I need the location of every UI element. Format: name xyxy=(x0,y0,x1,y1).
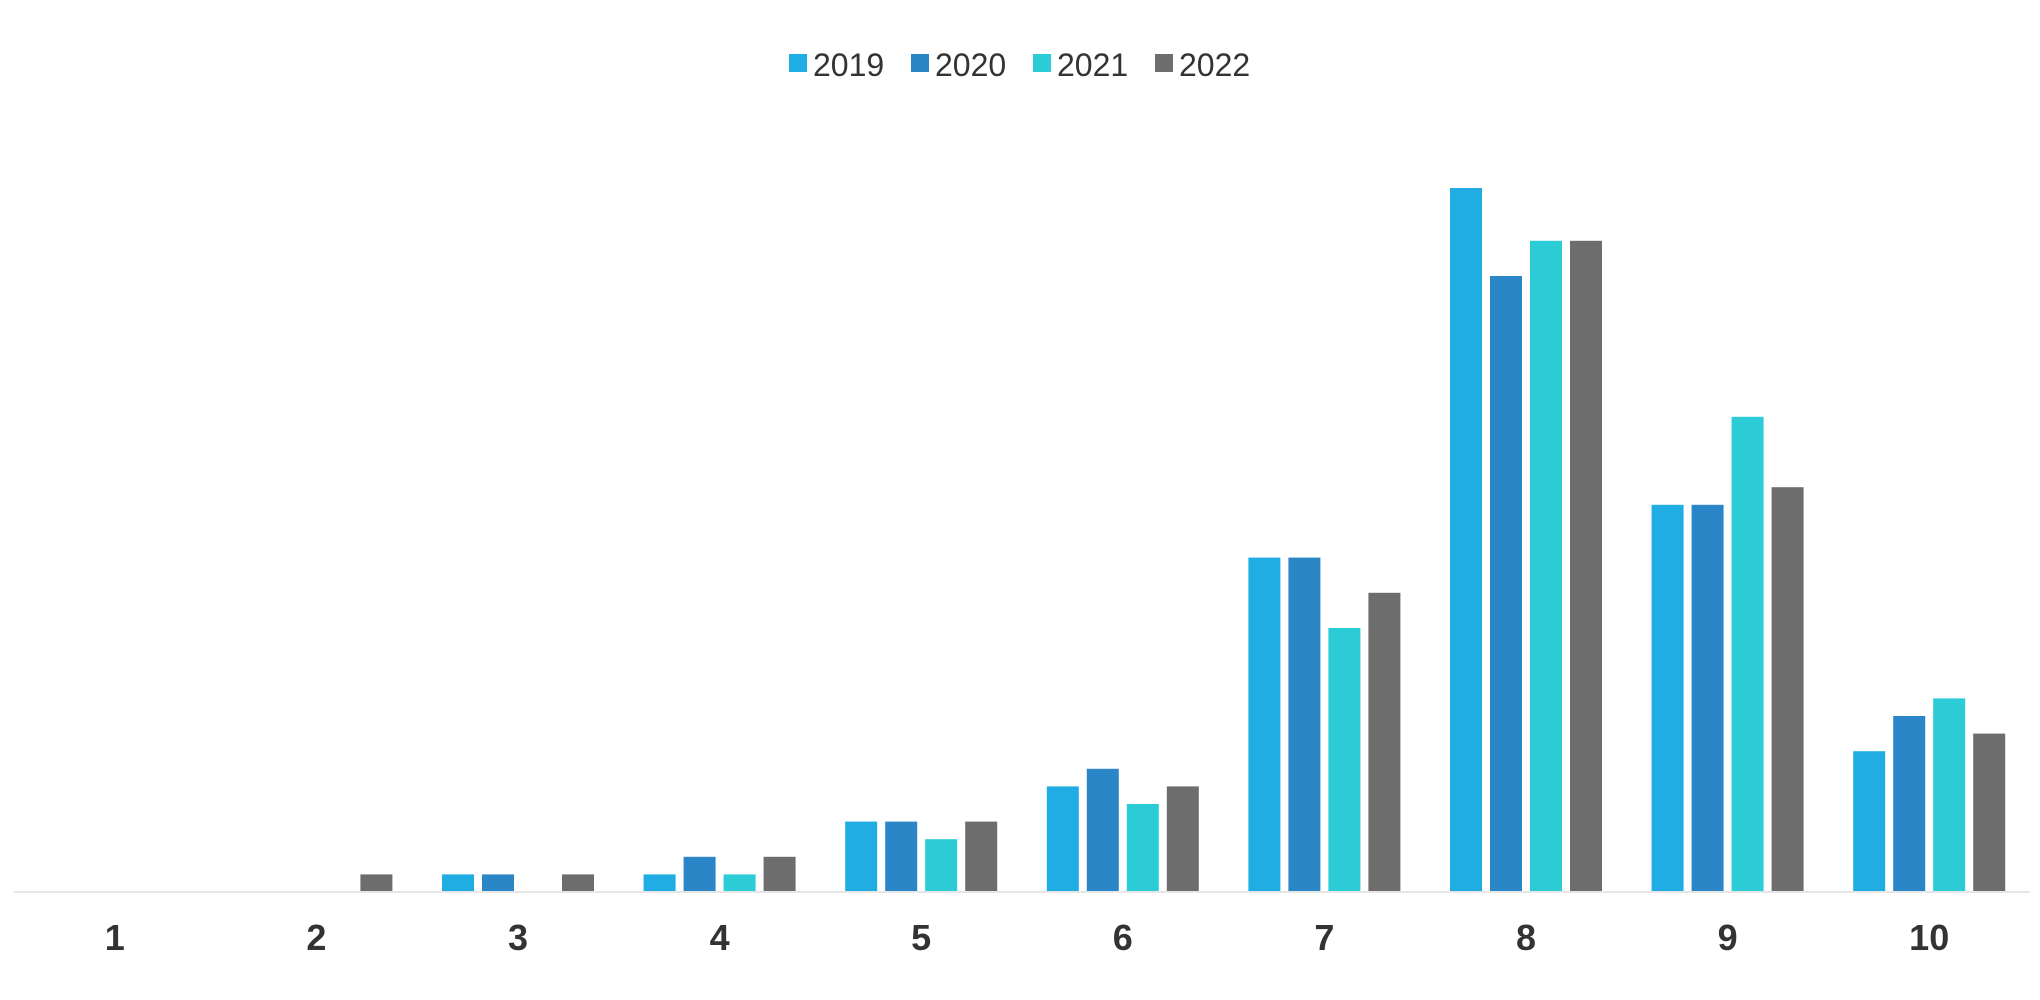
bar-2022-cat-2 xyxy=(360,874,393,892)
bar-2020-cat-7 xyxy=(1288,557,1321,892)
legend-swatch-2021 xyxy=(1033,54,1051,72)
bar-2021-cat-6 xyxy=(1126,804,1159,892)
bar-2019-cat-5 xyxy=(845,821,878,892)
bar-2019-cat-3 xyxy=(442,874,474,892)
x-tick-label: 4 xyxy=(710,917,730,958)
x-axis-ticks: 1 2 3 4 5 6 7 8 9 10 xyxy=(105,917,1949,958)
bar-2020-cat-9 xyxy=(1691,504,1724,892)
bar-2021-cat-7 xyxy=(1328,628,1361,892)
bar-2022-cat-7 xyxy=(1368,592,1401,892)
bar-2021-cat-5 xyxy=(925,839,958,892)
legend-swatch-2020 xyxy=(911,54,929,72)
bar-2020-cat-5 xyxy=(885,821,918,892)
legend-item-2019: 2019 xyxy=(789,47,884,83)
bar-2019-cat-10 xyxy=(1853,751,1886,892)
bar-2020-cat-3 xyxy=(482,874,514,892)
legend-item-2022: 2022 xyxy=(1155,47,1250,83)
chart-bars xyxy=(360,188,2006,893)
x-tick-label: 6 xyxy=(1113,917,1133,958)
bar-2022-cat-5 xyxy=(965,821,998,892)
bar-2019-cat-4 xyxy=(643,874,676,892)
legend-label-2020: 2020 xyxy=(935,47,1006,83)
bar-2020-cat-6 xyxy=(1086,768,1119,892)
x-tick-label: 3 xyxy=(508,917,528,958)
bar-2019-cat-7 xyxy=(1248,557,1281,892)
legend-item-2020: 2020 xyxy=(911,47,1006,83)
bar-2019-cat-9 xyxy=(1651,504,1684,892)
bar-2021-cat-4 xyxy=(723,874,756,892)
bar-2020-cat-4 xyxy=(683,856,716,892)
legend-swatch-2019 xyxy=(789,54,807,72)
bar-2020-cat-8 xyxy=(1490,276,1522,892)
bar-2021-cat-9 xyxy=(1731,416,1764,892)
bar-2019-cat-8 xyxy=(1450,188,1482,892)
x-tick-label: 7 xyxy=(1314,917,1334,958)
bar-2022-cat-4 xyxy=(763,856,796,892)
bar-2022-cat-8 xyxy=(1570,240,1602,893)
bar-2022-cat-10 xyxy=(1973,733,2006,892)
x-tick-label: 2 xyxy=(306,917,326,958)
legend-item-2021: 2021 xyxy=(1033,47,1128,83)
bar-2022-cat-9 xyxy=(1771,487,1804,892)
x-tick-label: 10 xyxy=(1909,917,1949,958)
bar-2022-cat-6 xyxy=(1166,786,1199,892)
x-tick-label: 9 xyxy=(1718,917,1738,958)
x-tick-label: 8 xyxy=(1516,917,1536,958)
bar-2022-cat-3 xyxy=(562,874,594,892)
x-tick-label: 1 xyxy=(105,917,125,958)
legend-label-2021: 2021 xyxy=(1057,47,1128,83)
chart-legend: 2019 2020 2021 2022 xyxy=(789,47,1250,83)
legend-label-2019: 2019 xyxy=(813,47,884,83)
bar-2019-cat-6 xyxy=(1046,786,1079,892)
legend-label-2022: 2022 xyxy=(1179,47,1250,83)
bar-2021-cat-8 xyxy=(1530,240,1562,893)
bar-2020-cat-10 xyxy=(1893,716,1926,892)
bar-2021-cat-10 xyxy=(1933,698,1966,892)
legend-swatch-2022 xyxy=(1155,54,1173,72)
x-tick-label: 5 xyxy=(911,917,931,958)
